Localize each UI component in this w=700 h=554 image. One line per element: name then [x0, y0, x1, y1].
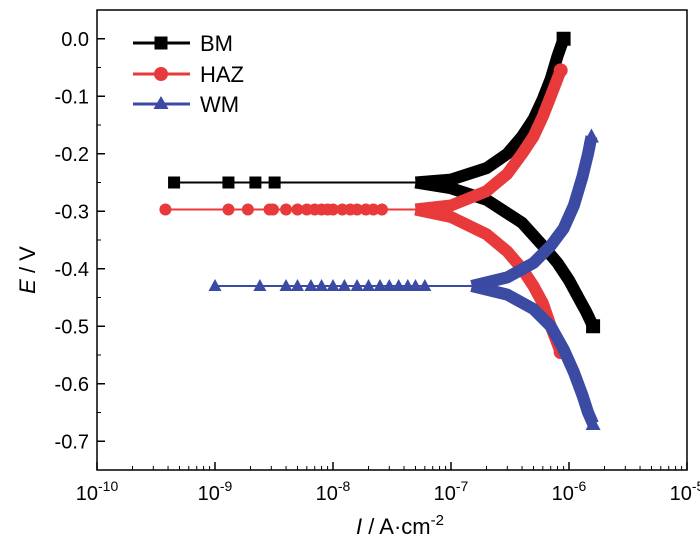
x-tick-exponent: -9	[220, 478, 233, 494]
legend-entry-haz: HAZ	[133, 62, 244, 87]
x-axis-unit-exponent: -2	[431, 512, 444, 529]
series-wm-marker	[315, 279, 329, 291]
legend-label-haz: HAZ	[200, 62, 244, 87]
x-axis-title: I / A·cm-2	[356, 512, 444, 539]
y-axis-unit: / V	[15, 246, 40, 279]
x-tick-exponent: -7	[456, 478, 469, 494]
series-wm-marker	[583, 128, 599, 143]
x-tick-base: 10	[76, 483, 98, 505]
legend-marker-bm	[154, 36, 168, 50]
series-wm-marker	[392, 279, 406, 291]
series-haz-marker	[291, 203, 304, 216]
series-haz-marker	[351, 203, 364, 216]
series-wm-marker	[418, 279, 432, 291]
y-tick-label: -0.2	[55, 144, 89, 166]
series-haz-marker	[280, 203, 293, 216]
series-wm-cathodic-branch	[470, 280, 599, 427]
series-wm-marker	[362, 279, 376, 291]
y-tick-label: -0.3	[55, 201, 89, 223]
y-tick-label: -0.4	[55, 259, 89, 281]
y-tick-label: 0.0	[61, 29, 89, 51]
plot-area	[159, 31, 601, 430]
legend: BM HAZ WM	[133, 31, 244, 117]
x-tick-label: 10-7	[434, 478, 469, 505]
series-haz-marker	[266, 203, 279, 216]
series-wm-marker	[382, 279, 396, 291]
y-tick-label: -0.5	[55, 316, 89, 338]
series-bm-anodic-branch	[414, 36, 570, 189]
x-tick-label: 10-10	[76, 478, 119, 505]
x-tick-label: 10-8	[316, 478, 351, 505]
x-tick-base: 10	[670, 483, 692, 505]
legend-label-bm: BM	[200, 31, 233, 56]
x-tick-label: 10-6	[552, 478, 587, 505]
series-wm-marker	[350, 279, 364, 291]
series-wm-marker	[304, 279, 318, 291]
series-wm	[208, 128, 601, 430]
x-tick-base: 10	[552, 483, 574, 505]
x-tick-exponent: -5	[692, 478, 700, 494]
series-wm-marker	[373, 279, 387, 291]
series-bm-marker	[222, 176, 235, 189]
legend-marker-wm	[153, 96, 169, 109]
y-axis-title: E / V	[15, 246, 40, 294]
x-tick-exponent: -10	[98, 478, 118, 494]
series-haz-marker	[159, 203, 172, 216]
series-haz-marker	[375, 203, 388, 216]
y-axis-symbol: E	[15, 279, 40, 294]
series-bm-marker	[268, 176, 281, 189]
series-bm-marker	[249, 176, 262, 189]
axis-ticks: 10-1010-910-810-710-610-50.0-0.1-0.2-0.3…	[55, 29, 700, 505]
series-bm-marker	[556, 31, 571, 46]
series-haz-marker	[367, 203, 380, 216]
y-tick-label: -0.6	[55, 374, 89, 396]
series-haz-marker	[222, 203, 235, 216]
x-tick-base: 10	[198, 483, 220, 505]
x-axis-symbol: I	[356, 514, 362, 539]
x-tick-label: 10-9	[198, 478, 233, 505]
series-wm-marker	[279, 279, 293, 291]
x-tick-exponent: -8	[338, 478, 351, 494]
series-wm-marker	[337, 279, 351, 291]
series-haz-marker	[327, 203, 339, 216]
series-haz-anodic-branch	[414, 68, 567, 216]
series-wm-anodic-branch	[470, 135, 598, 292]
x-tick-base: 10	[434, 483, 456, 505]
series-wm-marker	[408, 279, 422, 291]
series-haz-marker	[553, 63, 568, 78]
legend-entry-bm: BM	[133, 31, 233, 56]
legend-label-wm: WM	[200, 92, 239, 117]
series-wm-marker	[208, 279, 222, 291]
x-axis-unit: / A·cm	[362, 514, 430, 539]
series-wm-marker	[290, 279, 304, 291]
series-bm-marker	[168, 176, 181, 189]
y-tick-label: -0.1	[55, 86, 89, 108]
y-tick-label: -0.7	[55, 431, 89, 453]
x-tick-base: 10	[316, 483, 338, 505]
legend-entry-wm: WM	[133, 92, 239, 117]
x-tick-label: 10-5	[670, 478, 700, 505]
x-tick-exponent: -6	[574, 478, 587, 494]
series-bm-marker	[586, 319, 601, 334]
series-wm-marker	[326, 279, 340, 291]
series-haz-marker	[241, 203, 254, 216]
series-wm-marker	[253, 279, 267, 291]
plot-frame	[96, 9, 688, 471]
legend-marker-haz	[154, 67, 168, 81]
series-wm-marker	[585, 416, 601, 430]
